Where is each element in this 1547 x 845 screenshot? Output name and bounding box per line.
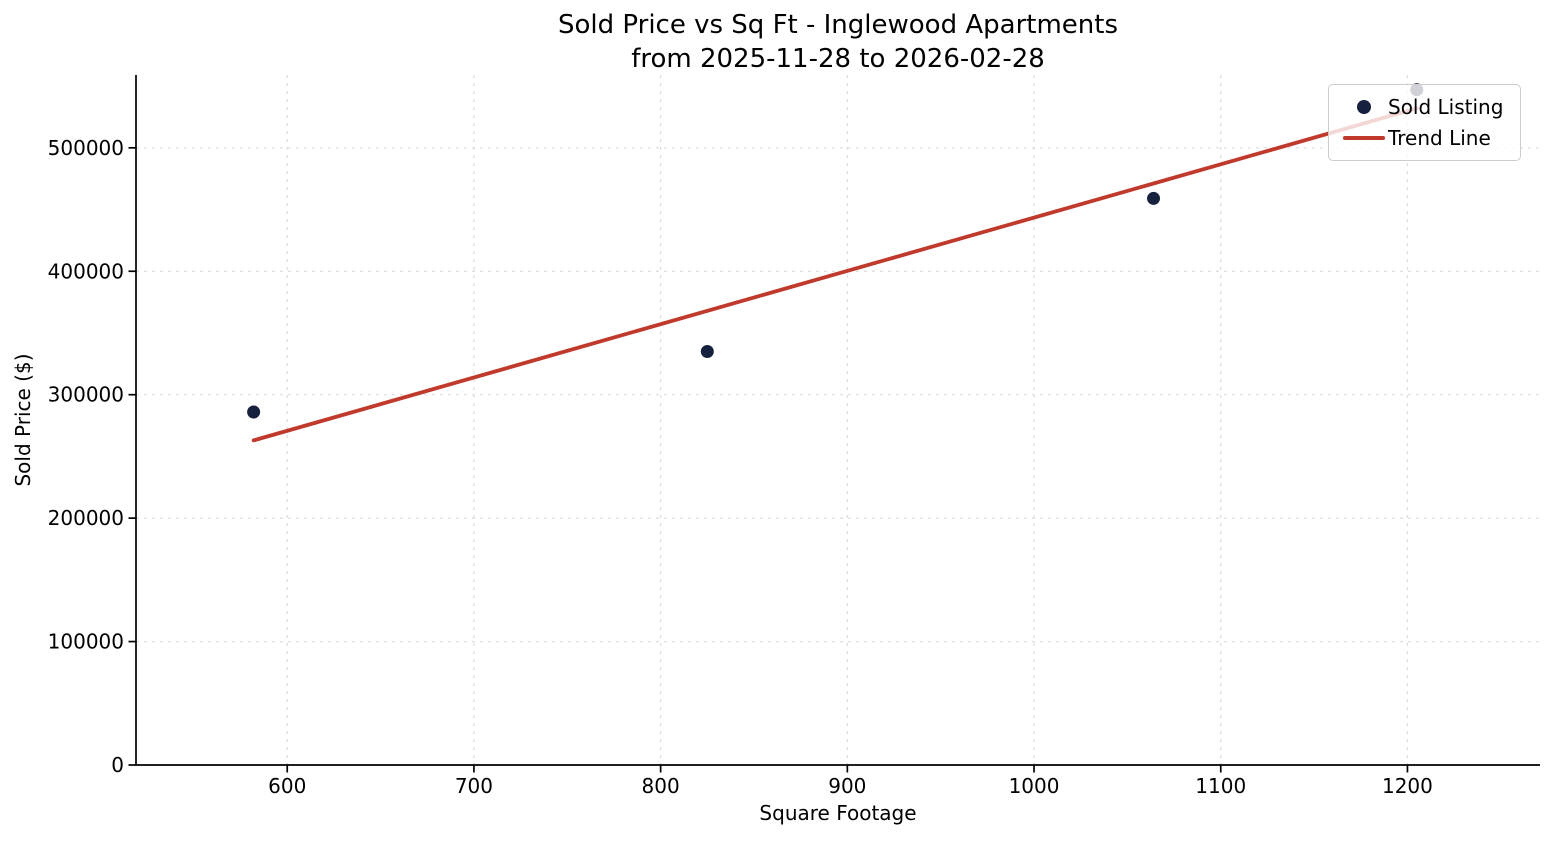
x-tick-label: 1100	[1195, 774, 1246, 798]
y-tick-label: 500000	[48, 136, 124, 160]
scatter-point	[247, 405, 261, 419]
legend-row-sold-listing: Sold Listing	[1329, 91, 1520, 122]
y-tick-label: 400000	[48, 259, 124, 283]
chart-title-line2: from 2025-11-28 to 2026-02-28	[631, 44, 1045, 74]
scatter-point	[1147, 191, 1161, 205]
x-axis-label: Square Footage	[759, 801, 917, 825]
trend-line	[251, 106, 1419, 443]
legend: Sold Listing Trend Line	[1328, 84, 1521, 161]
chart-title-line1: Sold Price vs Sq Ft - Inglewood Apartmen…	[558, 10, 1118, 40]
legend-label-sold-listing: Sold Listing	[1388, 94, 1504, 119]
legend-swatch-cell	[1340, 99, 1388, 114]
x-tick-label: 1000	[1009, 774, 1060, 798]
scatter-point	[700, 344, 714, 358]
x-tick-label: 1200	[1382, 774, 1433, 798]
chart-title: Sold Price vs Sq Ft - Inglewood Apartmen…	[136, 8, 1540, 76]
legend-row-trend-line: Trend Line	[1329, 122, 1520, 153]
y-tick-label: 300000	[48, 383, 124, 407]
x-tick-label: 600	[268, 774, 306, 798]
y-tick-label: 200000	[48, 506, 124, 530]
x-tick-label: 800	[642, 774, 680, 798]
legend-label-trend-line: Trend Line	[1388, 125, 1491, 150]
trend-line-marker-icon	[1343, 135, 1385, 140]
legend-swatch-cell	[1340, 135, 1388, 140]
x-tick-label: 700	[455, 774, 493, 798]
y-axis-label: Sold Price ($)	[11, 353, 35, 487]
x-tick-label: 900	[828, 774, 866, 798]
sold-listing-marker-icon	[1357, 99, 1371, 114]
y-tick-label: 100000	[48, 630, 124, 654]
y-tick-label: 0	[111, 753, 124, 777]
